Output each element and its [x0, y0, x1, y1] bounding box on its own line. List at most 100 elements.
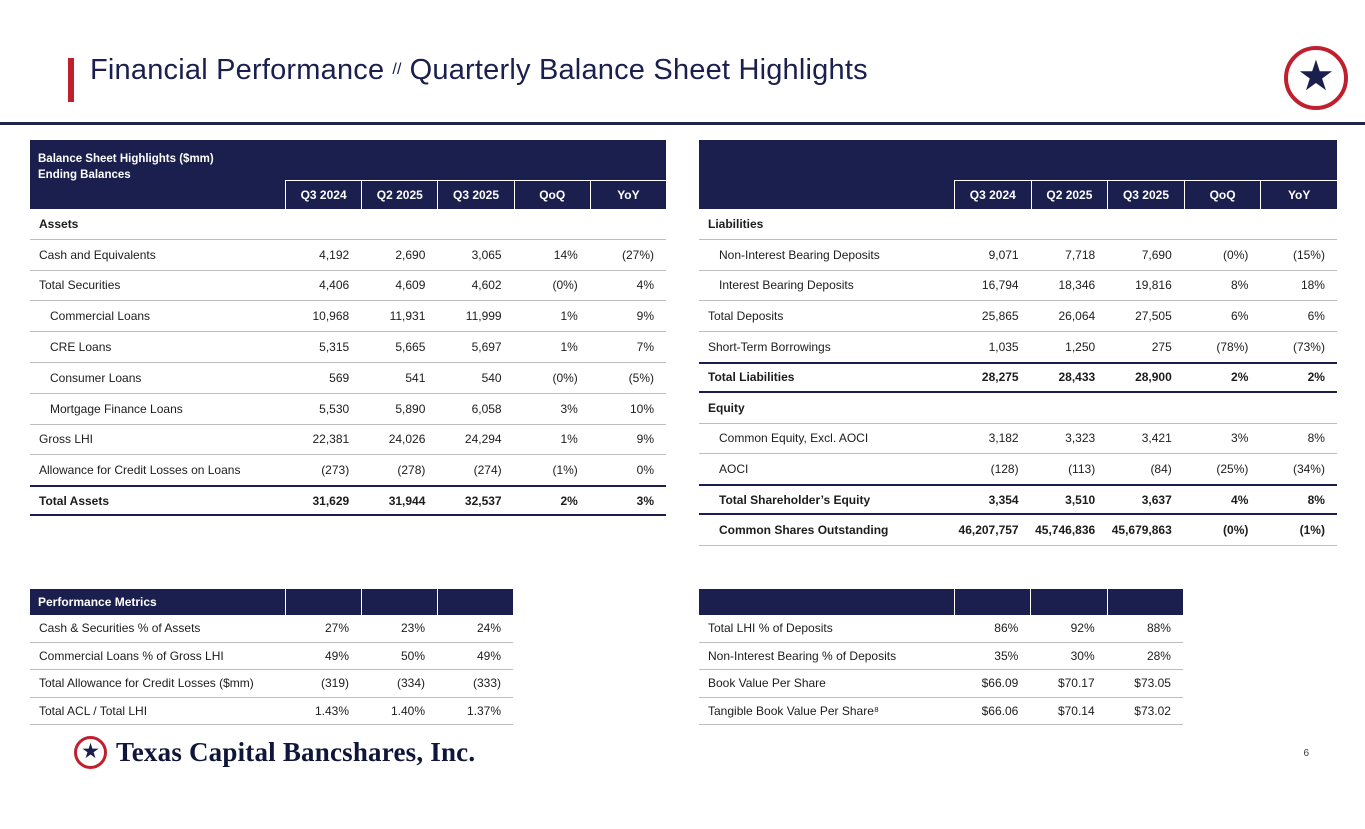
- table-row: Total Assets 31,629 31,944 32,537 2% 3%: [30, 485, 666, 516]
- cell-value: 1%: [560, 309, 578, 324]
- cell-value: $70.14: [1057, 703, 1095, 718]
- cell-value: 49%: [324, 648, 349, 663]
- table-row: Common Shares Outstanding 46,207,757 45,74…: [699, 514, 1337, 546]
- cell-value: $73.02: [1134, 703, 1171, 718]
- table-row: Allowance for Credit Losses on Loans (273…: [30, 455, 666, 487]
- cell-value: 8%: [1231, 278, 1249, 293]
- column-headers: Q3 2024 Q2 2025 Q3 2025 QoQ YoY: [285, 140, 666, 209]
- cell-value: (27%): [622, 247, 655, 262]
- cell-value: 1%: [560, 340, 578, 355]
- cell-value: 5,697: [471, 340, 502, 355]
- table-row: Cash & Securities % of Assets 27% 23% 24%: [30, 615, 513, 643]
- table-title: Balance Sheet Highlights ($mm) Ending Ba…: [30, 140, 285, 209]
- cell-value: 16,794: [981, 278, 1019, 293]
- cell-value: 1.40%: [390, 703, 425, 718]
- cell-value: 4,192: [319, 247, 350, 262]
- row-label: Cash and Equivalents: [39, 247, 156, 262]
- cell-value: 28,433: [1058, 370, 1096, 385]
- cell-value: 31,944: [388, 493, 426, 508]
- cell-value: 3,510: [1065, 492, 1096, 507]
- row-label: Non-Interest Bearing Deposits: [719, 247, 880, 262]
- texas-capital-star-logo: ★: [1284, 46, 1348, 110]
- cell-value: 10,968: [312, 309, 350, 324]
- table-row: Non-Interest Bearing % of Deposits 35% 30%…: [699, 642, 1183, 670]
- cell-value: 28,900: [1135, 370, 1172, 385]
- table-row: Total LHI % of Deposits 86% 92% 88%: [699, 615, 1183, 643]
- table-header: Balance Sheet Highlights ($mm) Ending Ba…: [30, 140, 666, 209]
- row-label: Equity: [708, 400, 745, 415]
- column-header: [1106, 589, 1183, 615]
- row-label: Interest Bearing Deposits: [719, 278, 854, 293]
- column-header: Q3 2024: [954, 181, 1031, 209]
- column-headers: Q3 2024 Q2 2025 Q3 2025 QoQ YoY: [954, 140, 1337, 209]
- cell-value: (34%): [1292, 462, 1325, 477]
- cell-value: 86%: [994, 621, 1019, 636]
- star-icon: ★: [1297, 51, 1335, 99]
- cell-value: 28%: [1146, 648, 1171, 663]
- cell-value: 50%: [400, 648, 425, 663]
- cell-value: (278): [397, 463, 426, 478]
- row-label: Allowance for Credit Losses on Loans: [39, 463, 241, 478]
- row-label: Gross LHI: [39, 432, 94, 447]
- cell-value: 45,746,836: [1035, 522, 1096, 537]
- table-body: Total LHI % of Deposits 86% 92% 88% Non-Inte…: [699, 615, 1183, 725]
- cell-value: 11,999: [465, 309, 502, 324]
- row-label: Consumer Loans: [50, 370, 142, 385]
- table-title: [699, 589, 954, 615]
- cell-value: 540: [481, 370, 502, 385]
- row-label: Book Value Per Share: [708, 676, 826, 691]
- cell-value: 7,718: [1065, 247, 1096, 262]
- row-label: Total Allowance for Credit Losses ($mm): [39, 676, 254, 691]
- table-row: AOCI (128) (113) (84) (25%) (34%): [699, 454, 1337, 486]
- cell-value: 8%: [1307, 431, 1325, 446]
- table-row: Total Deposits 25,865 26,064 27,505 6% 6%: [699, 301, 1337, 333]
- table-row: Commercial Loans 10,968 11,931 11,999 1% 9%: [30, 301, 666, 333]
- cell-value: 1,035: [988, 340, 1019, 355]
- row-label: Non-Interest Bearing % of Deposits: [708, 648, 897, 663]
- cell-value: 6,058: [471, 401, 502, 416]
- title-main: Financial Performance: [90, 54, 385, 86]
- cell-value: 49%: [476, 648, 501, 663]
- balance-sheet-table-left: Balance Sheet Highlights ($mm) Ending Ba…: [30, 140, 666, 516]
- table-header: Performance Metrics: [30, 589, 513, 615]
- table-title: Performance Metrics: [38, 595, 157, 609]
- cell-value: 46,207,757: [958, 522, 1019, 537]
- cell-value: 22,381: [312, 432, 350, 447]
- table-row: Cash and Equivalents 4,192 2,690 3,065 14% (2…: [30, 239, 666, 271]
- table-title: [699, 140, 954, 209]
- table-row: Total Allowance for Credit Losses ($mm) (…: [30, 670, 513, 698]
- header-spacer: [954, 140, 1337, 181]
- company-wordmark: Texas Capital Bancshares, Inc.: [116, 737, 476, 767]
- cell-value: 275: [1151, 340, 1172, 355]
- title-separator: //: [392, 61, 402, 78]
- column-header: Q3 2025: [1107, 181, 1184, 209]
- table-row: CRE Loans 5,315 5,665 5,697 1% 7%: [30, 332, 666, 363]
- row-label: Short-Term Borrowings: [708, 340, 831, 355]
- column-header-row: [285, 589, 513, 615]
- cell-value: 3,354: [988, 492, 1019, 507]
- cell-value: 5,665: [395, 340, 426, 355]
- title-accent-bar: [68, 58, 74, 102]
- cell-value: 569: [329, 370, 350, 385]
- cell-value: 3%: [636, 493, 655, 508]
- cell-value: (0%): [552, 278, 578, 293]
- cell-value: 25,865: [981, 309, 1019, 324]
- balance-sheet-table-right: Q3 2024 Q2 2025 Q3 2025 QoQ YoY Liabilities N…: [699, 140, 1337, 546]
- table-row: Tangible Book Value Per Share⁸ $66.06 $70.…: [699, 697, 1183, 725]
- column-header: [954, 589, 1030, 615]
- table-header: Q3 2024 Q2 2025 Q3 2025 QoQ YoY: [699, 140, 1337, 209]
- row-label: Common Shares Outstanding: [719, 522, 889, 537]
- column-header: [361, 589, 437, 615]
- cell-value: 92%: [1070, 621, 1095, 636]
- cell-value: 32,537: [464, 493, 502, 508]
- cell-value: 5,315: [319, 340, 350, 355]
- cell-value: 30%: [1070, 648, 1095, 663]
- cell-value: 3,637: [1141, 492, 1172, 507]
- cell-value: $66.09: [981, 676, 1019, 691]
- performance-metrics-table-right: Total LHI % of Deposits 86% 92% 88% Non-Inte…: [699, 589, 1183, 725]
- table-row: Gross LHI 22,381 24,026 24,294 1% 9%: [30, 424, 666, 456]
- row-label: CRE Loans: [50, 340, 112, 355]
- table-row: Common Equity, Excl. AOCI 3,182 3,323 3,421…: [699, 423, 1337, 455]
- cell-value: $66.06: [981, 703, 1019, 718]
